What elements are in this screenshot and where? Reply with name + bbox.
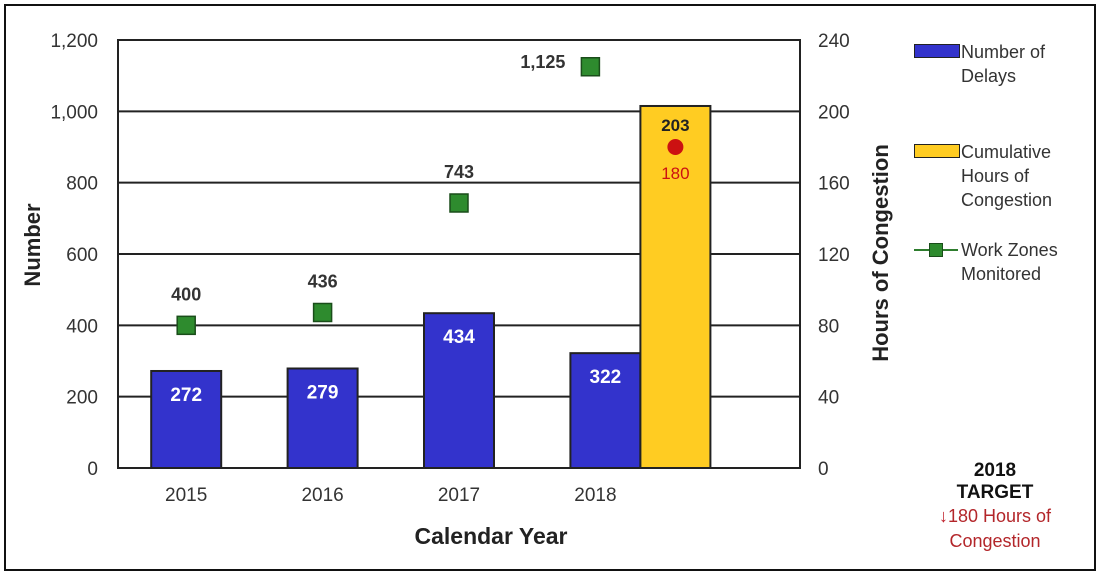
data-label-delays: 322 <box>590 367 622 388</box>
y-tick-label: 200 <box>66 388 98 409</box>
chart-frame <box>4 4 1096 571</box>
legend-swatch-delays <box>912 40 960 64</box>
data-label-zones: 743 <box>444 162 474 182</box>
y2-tick-label: 160 <box>818 174 850 195</box>
y-tick-label: 600 <box>66 245 98 266</box>
data-label-delays: 434 <box>443 327 475 348</box>
point-zones <box>312 302 333 323</box>
x-tick-label: 2018 <box>574 485 616 506</box>
point-zones <box>176 315 196 336</box>
y-tick-label: 1,000 <box>50 102 98 123</box>
data-label-delays: 272 <box>170 385 202 406</box>
x-tick-label: 2016 <box>301 485 343 506</box>
legend-item-delays: Number of Delays <box>912 40 1091 88</box>
data-label-zones: 436 <box>308 271 338 291</box>
data-label-hours: 203 <box>661 116 689 135</box>
x-axis-title: Calendar Year <box>414 523 567 549</box>
legend-item-zones: Work Zones Monitored <box>912 238 1091 286</box>
legend-label-delays: Number of Delays <box>961 42 1046 86</box>
x-tick-label: 2017 <box>438 485 480 506</box>
target-year: 2018 <box>973 460 1017 481</box>
bar-delays <box>423 312 495 469</box>
data-label-zones: 1,125 <box>520 52 565 72</box>
data-label-delays: 279 <box>307 382 339 403</box>
target-note-line2: Congestion <box>949 531 1041 551</box>
legend-swatch-hours <box>912 140 960 164</box>
bar-delays <box>150 369 223 469</box>
point-zones <box>580 57 601 77</box>
y-tick-label: 800 <box>66 174 98 195</box>
y2-tick-label: 200 <box>818 102 850 123</box>
target-point <box>667 139 684 155</box>
y2-tick-label: 120 <box>818 245 850 266</box>
y2-tick-label: 80 <box>818 316 839 337</box>
target-note: ↓180 Hours of <box>900 504 1090 529</box>
point-zones <box>449 193 469 213</box>
legend-swatch-zones <box>912 238 958 262</box>
y2-tick-label: 240 <box>818 31 850 52</box>
bars <box>150 104 712 469</box>
data-label-zones: 400 <box>171 284 201 304</box>
bar-delays <box>286 367 359 469</box>
x-tick-label: 2015 <box>165 485 207 506</box>
target-point-label: 180 <box>661 164 689 183</box>
marks <box>176 57 684 336</box>
legend-label-hours: Cumulative Hours of Congestion <box>961 142 1053 210</box>
y-axis-title: Number <box>20 203 45 287</box>
y2-tick-label: 0 <box>818 459 829 480</box>
y-tick-label: 0 <box>87 459 98 480</box>
legend-label-zones: Work Zones Monitored <box>961 240 1058 284</box>
legend-item-hours: Cumulative Hours of Congestion <box>912 140 1091 212</box>
target-box: 2018 TARGET ↓180 Hours of Congestion <box>900 460 1090 554</box>
bar-delays <box>569 352 642 469</box>
bar-hours <box>639 104 712 469</box>
y-tick-label: 1,200 <box>50 31 98 52</box>
y-tick-label: 400 <box>66 316 98 337</box>
y2-axis-title: Hours of Congestion <box>868 144 893 362</box>
plot-border <box>117 39 801 469</box>
down-arrow-icon: ↓ <box>938 506 948 526</box>
labels: 0 200 400 600 800 1,000 1,200 0 40 80 120 160 200 240… <box>50 31 849 506</box>
y2-tick-label: 40 <box>818 388 839 409</box>
target-note-line1: 180 Hours of <box>947 506 1052 526</box>
target-heading: TARGET <box>956 482 1034 503</box>
axes <box>117 39 801 469</box>
